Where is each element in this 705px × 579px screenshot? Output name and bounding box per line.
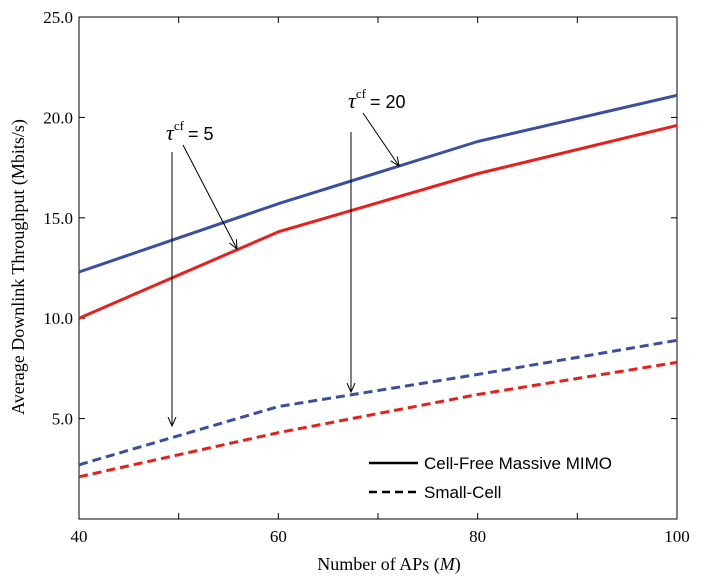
annotation-tau-20: τcf = 20 <box>348 86 406 113</box>
x-tick-label: 80 <box>469 527 486 546</box>
y-axis-label: Average Downlink Throughput (Mbits/s) <box>8 119 29 415</box>
x-axis-label: Number of APs (M) <box>317 554 461 575</box>
y-tick-label: 10.0 <box>43 309 73 328</box>
series-line-small-cell-tau-5 <box>78 360 678 479</box>
legend: Cell-Free Massive MIMO Small-Cell <box>369 454 612 502</box>
annotation-tau-5-label: τcf = 5 <box>166 118 214 145</box>
plot-area: 5.0 10.0 15.0 20.0 25.0 40 60 80 100 <box>43 8 690 546</box>
annotation-tau-20-label: τcf = 20 <box>348 86 406 113</box>
annotation-tau-20-arrow-to-cellfree <box>362 112 399 166</box>
y-tick-label: 20.0 <box>43 108 73 127</box>
series-line-cell-free-tau-20 <box>78 93 678 274</box>
x-tick-label: 40 <box>71 527 88 546</box>
legend-label-small-cell: Small-Cell <box>424 483 501 502</box>
series-line-small-cell-tau-20 <box>78 338 678 467</box>
y-tick-label: 15.0 <box>43 209 73 228</box>
annotation-tau-5-arrow-to-cellfree <box>182 144 237 249</box>
x-tick-label: 100 <box>664 527 690 546</box>
series-line-cell-free-tau-5 <box>78 123 678 320</box>
annotation-tau-5: τcf = 5 <box>166 118 214 145</box>
legend-label-cell-free: Cell-Free Massive MIMO <box>424 454 612 473</box>
x-tick-label: 60 <box>270 527 287 546</box>
y-tick-label: 5.0 <box>52 410 73 429</box>
y-tick-label: 25.0 <box>43 8 73 27</box>
